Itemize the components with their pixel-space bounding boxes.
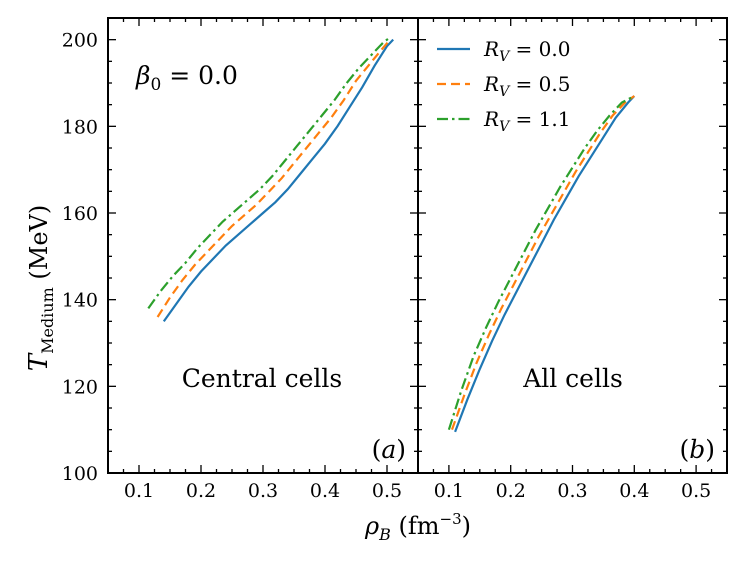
panel-tag: (b) xyxy=(679,435,715,464)
x-tick-label: 0.3 xyxy=(248,480,278,502)
x-tick-label: 0.2 xyxy=(496,480,526,502)
x-tick-label: 0.3 xyxy=(557,480,587,502)
legend-label-rv11: RV = 1.1 xyxy=(483,107,570,135)
y-tick-label: 160 xyxy=(62,203,98,225)
y-tick-label: 200 xyxy=(62,30,98,52)
x-tick-label: 0.1 xyxy=(434,480,464,502)
y-tick-label: 100 xyxy=(62,463,98,485)
y-axis-label: TMedium (MeV) xyxy=(24,205,57,372)
y-tick-label: 180 xyxy=(62,116,98,138)
panel-annotation: β0 = 0.0 xyxy=(135,61,238,95)
panel-a: 0.1 0.2 0.3 0.4 0.5 100 120 140 160 180 200 Central… xyxy=(62,17,419,502)
x-tick-label: 0.1 xyxy=(124,480,154,502)
series-rv11-panel-b xyxy=(447,95,635,431)
series-rv0-panel-a xyxy=(162,38,394,322)
x-axis-label: ρB (fm−3) xyxy=(364,510,471,544)
y-tick-label: 120 xyxy=(62,376,98,398)
legend-label-rv05: RV = 0.5 xyxy=(483,72,570,100)
x-tick-label: 0.4 xyxy=(310,480,340,502)
x-tick-label: 0.2 xyxy=(186,480,216,502)
series-rv0-panel-b xyxy=(454,95,636,433)
panel-title: All cells xyxy=(522,364,623,393)
legend: RV = 0.0 RV = 0.5 RV = 1.1 xyxy=(437,37,570,135)
x-tick-label: 0.5 xyxy=(372,480,402,502)
series-rv11-panel-a xyxy=(147,36,391,309)
legend-label-rv0: RV = 0.0 xyxy=(483,37,570,65)
panel-frame xyxy=(417,17,728,474)
x-tick-label: 0.5 xyxy=(681,480,711,502)
series-rv05-panel-b xyxy=(450,95,635,431)
x-tick-label: 0.4 xyxy=(619,480,649,502)
panel-tag: (a) xyxy=(372,435,406,464)
panel-title: Central cells xyxy=(182,364,343,393)
y-tick-label: 140 xyxy=(62,290,98,312)
